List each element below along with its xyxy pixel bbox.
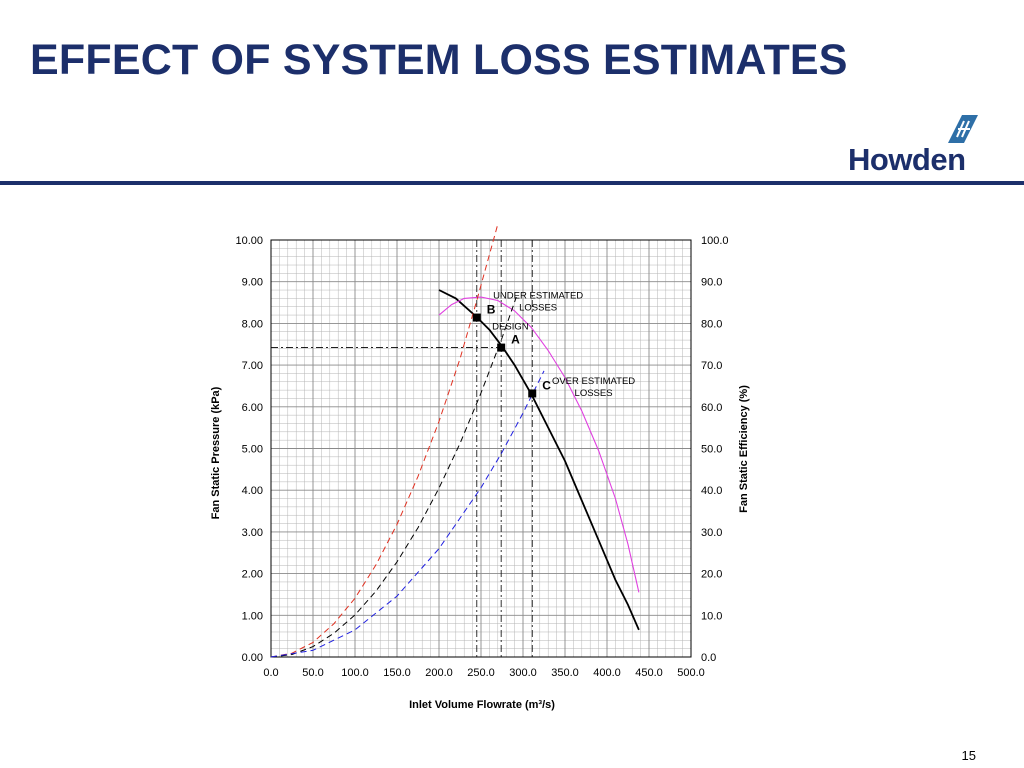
x-tick-label: 450.0 [635, 667, 663, 679]
y-tick-label: 5.00 [242, 444, 263, 456]
y-tick-label: 9.00 [242, 277, 263, 289]
y2-tick-label: 50.0 [701, 444, 722, 456]
design-system-curve [270, 296, 517, 658]
y2-tick-label: 70.0 [701, 360, 722, 372]
y-tick-label: 3.00 [242, 527, 263, 539]
points-layer: B A C [472, 303, 551, 398]
y2-tick-label: 100.0 [701, 235, 729, 247]
y2-tick-label: 90.0 [701, 277, 722, 289]
y-axis-label: Fan Static Pressure (kPa) [210, 386, 222, 519]
y-tick-labels: 0.00 1.00 2.00 3.00 4.00 5.00 6.00 7.00 8.00 9.00… [235, 235, 263, 664]
x-tick-labels: 0.0 50.0 100.0 150.0 200.0 250.0 300.0 350.0 400… [263, 667, 704, 679]
y2-tick-label: 60.0 [701, 402, 722, 414]
y2-tick-labels: 0.0 10.0 20.0 30.0 40.0 50.0 60.0 70.0 80.0 90.0 1… [701, 235, 729, 664]
annotations-layer: UNDER ESTIMATED LOSSES DESIGN OVER ESTIMATE… [492, 290, 635, 398]
point-label-b: B [487, 303, 496, 317]
x-tick-label: 500.0 [677, 667, 705, 679]
y2-tick-label: 10.0 [701, 610, 722, 622]
fan-pressure-curve [438, 289, 640, 631]
annotation-2: OVER ESTIMATED LOSSES [552, 376, 635, 399]
y-tick-label: 0.00 [242, 652, 263, 664]
page-number: 15 [961, 748, 976, 763]
x-tick-label: 100.0 [341, 667, 369, 679]
point-marker-a [497, 343, 506, 352]
y-tick-label: 8.00 [242, 318, 263, 330]
x-tick-label: 250.0 [467, 667, 495, 679]
logo-text: Howden [848, 142, 966, 177]
grid-major [270, 239, 692, 658]
annotation-0: UNDER ESTIMATED LOSSES [493, 290, 583, 313]
series-layer [270, 224, 640, 658]
y2-tick-label: 40.0 [701, 485, 722, 497]
x-tick-label: 200.0 [425, 667, 453, 679]
fan-efficiency-curve [438, 296, 640, 593]
y-tick-label: 1.00 [242, 610, 263, 622]
y-tick-label: 10.00 [235, 235, 263, 247]
y2-tick-label: 80.0 [701, 318, 722, 330]
y-tick-label: 4.00 [242, 485, 263, 497]
point-marker-c [528, 389, 537, 398]
y2-tick-label: 0.0 [701, 652, 716, 664]
x-tick-label: 300.0 [509, 667, 537, 679]
x-tick-label: 350.0 [551, 667, 579, 679]
point-marker-b [472, 313, 481, 322]
y2-tick-label: 30.0 [701, 527, 722, 539]
x-tick-label: 0.0 [263, 667, 278, 679]
x-axis-label: Inlet Volume Flowrate (m³/s) [409, 699, 555, 711]
slide-title: EFFECT OF SYSTEM LOSS ESTIMATES [30, 36, 848, 84]
point-label-a: A [511, 333, 520, 347]
title-rule [0, 181, 1024, 185]
y-tick-label: 7.00 [242, 360, 263, 372]
x-tick-label: 50.0 [302, 667, 323, 679]
point-label-c: C [542, 378, 551, 392]
howden-logo-icon [948, 115, 978, 143]
annotation-1: DESIGN [492, 322, 529, 333]
over-estimated-system-curve [270, 370, 545, 658]
x-tick-label: 400.0 [593, 667, 621, 679]
y2-axis-label: Fan Static Efficiency (%) [738, 385, 750, 513]
reference-lines [271, 240, 533, 657]
plot-frame [270, 239, 692, 658]
under-estimated-system-curve [270, 224, 499, 658]
y-tick-label: 6.00 [242, 402, 263, 414]
x-tick-label: 150.0 [383, 667, 411, 679]
howden-logo: Howden [848, 112, 983, 178]
y-tick-label: 2.00 [242, 569, 263, 581]
y2-tick-label: 20.0 [701, 569, 722, 581]
